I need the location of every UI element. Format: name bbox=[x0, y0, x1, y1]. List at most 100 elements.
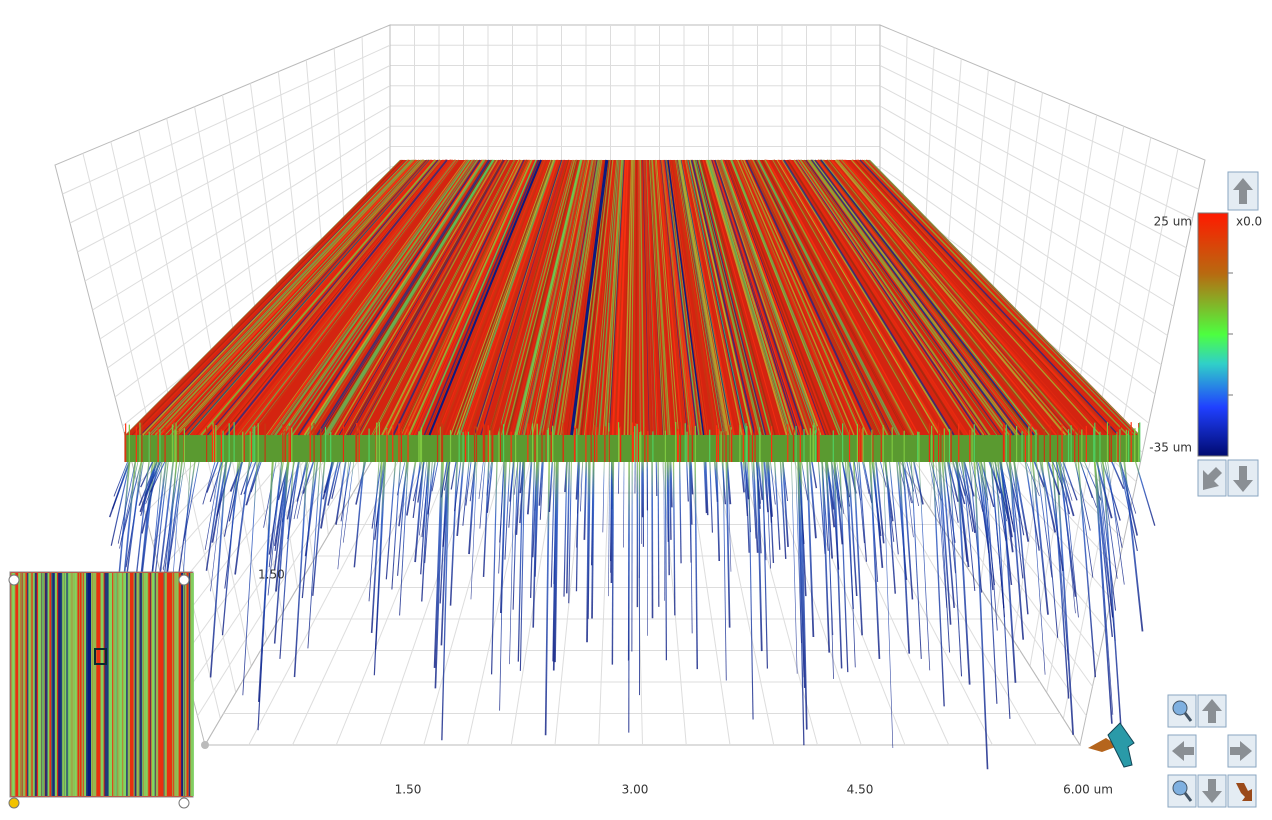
surface-streak bbox=[818, 159, 1032, 436]
surface-streak bbox=[843, 159, 1086, 436]
surface-streak bbox=[321, 159, 492, 436]
surface-streak bbox=[478, 159, 564, 436]
surface-streak bbox=[685, 159, 745, 436]
spike bbox=[385, 453, 397, 580]
scale-down-button[interactable] bbox=[1227, 459, 1259, 497]
surface-streak bbox=[773, 159, 933, 436]
pan-down-button[interactable] bbox=[1197, 774, 1227, 808]
spike bbox=[576, 456, 580, 548]
pan-left-button[interactable] bbox=[1167, 734, 1197, 768]
minimap[interactable] bbox=[8, 571, 195, 809]
pan-up-button[interactable] bbox=[1197, 694, 1227, 728]
surface-streak bbox=[475, 159, 563, 436]
grid-line bbox=[62, 44, 391, 195]
spike bbox=[989, 447, 1005, 609]
surface-streak bbox=[447, 159, 551, 436]
surface-streak bbox=[549, 159, 598, 436]
surface-streak bbox=[171, 159, 423, 436]
surface-streak bbox=[664, 159, 698, 436]
rotate-button[interactable] bbox=[1227, 774, 1257, 808]
spike bbox=[608, 450, 611, 597]
surface-streak bbox=[225, 159, 448, 436]
surface-streak bbox=[731, 159, 843, 436]
minimap-stripe bbox=[92, 573, 94, 796]
spike bbox=[996, 454, 1013, 586]
minimap-stripe bbox=[117, 573, 121, 796]
surface-streak bbox=[805, 159, 1002, 436]
surface-streak bbox=[338, 159, 500, 436]
surface-streak bbox=[662, 159, 695, 436]
zoom-in-button[interactable] bbox=[1167, 694, 1197, 728]
surface-streak bbox=[467, 159, 560, 436]
spike bbox=[1000, 457, 1017, 683]
surface-streak bbox=[319, 159, 491, 436]
grid-line bbox=[879, 125, 1175, 307]
spike bbox=[1101, 459, 1121, 521]
spike bbox=[370, 459, 383, 634]
spike bbox=[991, 457, 1007, 542]
surface-streak bbox=[481, 159, 566, 436]
spike bbox=[1055, 458, 1074, 735]
surface-streak bbox=[795, 159, 982, 436]
spike bbox=[846, 453, 856, 668]
spike bbox=[580, 459, 584, 512]
spike bbox=[375, 454, 387, 650]
spike bbox=[454, 454, 463, 512]
surface-streak bbox=[337, 159, 500, 436]
spike bbox=[820, 448, 829, 551]
surface-streak bbox=[672, 159, 715, 436]
minimap-stripe bbox=[190, 573, 192, 796]
surface-streak bbox=[611, 159, 626, 436]
minimap-stripe bbox=[164, 573, 167, 796]
surface-streak bbox=[497, 159, 574, 436]
surface-streak bbox=[301, 159, 483, 436]
surface-streak bbox=[840, 159, 1077, 436]
minimap-stripe bbox=[61, 573, 64, 796]
surface-streak bbox=[861, 159, 1124, 436]
spike bbox=[852, 458, 863, 636]
surface-streak bbox=[868, 159, 1140, 436]
spike bbox=[420, 451, 430, 575]
surface-streak bbox=[518, 159, 583, 436]
surface-streak bbox=[423, 159, 540, 436]
scale-up-button[interactable] bbox=[1227, 171, 1259, 211]
surface-streak bbox=[575, 159, 610, 436]
surface-streak bbox=[655, 159, 680, 436]
surface-streak bbox=[638, 159, 642, 436]
minimap-stripe bbox=[191, 573, 195, 796]
surface-streak bbox=[822, 159, 1041, 436]
surface-streak bbox=[353, 159, 507, 436]
surface-streak bbox=[602, 159, 622, 436]
minimap-stripe bbox=[43, 573, 45, 796]
surface-streak bbox=[749, 159, 883, 436]
surface-streak bbox=[738, 159, 860, 436]
spike bbox=[375, 454, 387, 527]
spike bbox=[563, 458, 568, 597]
spike bbox=[519, 448, 526, 671]
surface-streak bbox=[744, 159, 870, 436]
minimap-stripe bbox=[93, 573, 97, 796]
minimap-stripe bbox=[126, 573, 128, 796]
minimap-stripe bbox=[153, 573, 155, 796]
spike bbox=[211, 448, 230, 543]
surface-streak bbox=[200, 159, 437, 436]
surface-streak bbox=[838, 159, 1075, 436]
spike bbox=[468, 455, 477, 555]
spike bbox=[871, 457, 882, 536]
pan-right-button[interactable] bbox=[1227, 734, 1257, 768]
surface-streak bbox=[766, 159, 920, 436]
x-label: 1.50 bbox=[395, 783, 422, 797]
minimap-light bbox=[8, 797, 20, 809]
spike bbox=[901, 459, 914, 504]
zoom-out-button[interactable] bbox=[1167, 774, 1197, 808]
surface-streak bbox=[339, 159, 500, 436]
minimap-stripe bbox=[70, 573, 72, 796]
spike bbox=[499, 447, 506, 543]
surface-streak bbox=[764, 159, 915, 436]
minimap-stripe bbox=[21, 573, 23, 796]
spike bbox=[440, 452, 450, 646]
spike bbox=[1061, 447, 1079, 618]
spike bbox=[1078, 459, 1098, 508]
spike bbox=[715, 448, 721, 562]
scale-reset-button[interactable] bbox=[1197, 459, 1227, 497]
